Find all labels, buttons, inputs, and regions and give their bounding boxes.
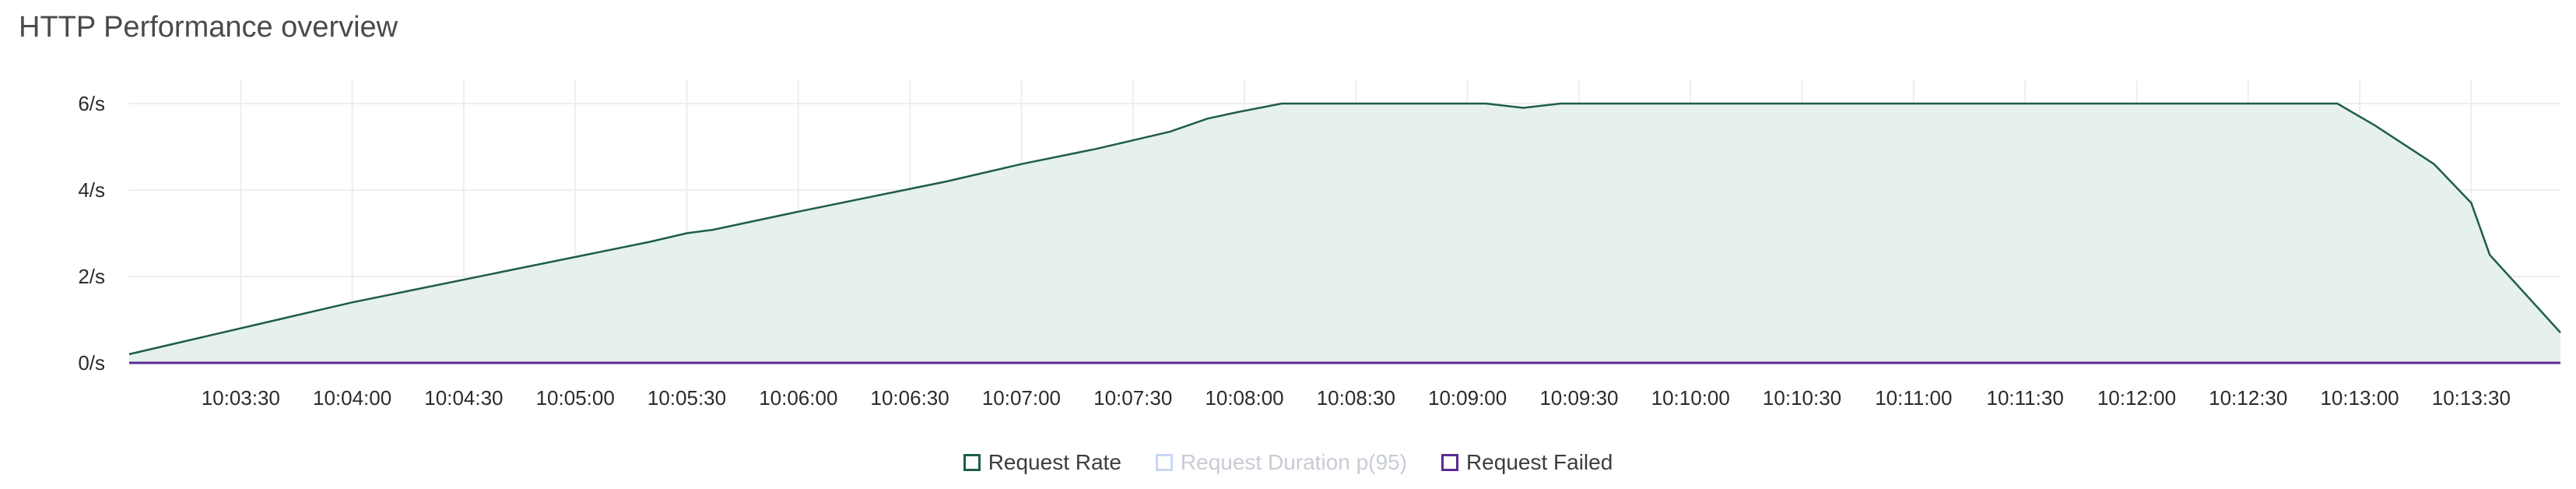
x-tick-label: 10:07:30 xyxy=(1093,386,1172,410)
http-performance-chart: 10:03:30 10:04:00 10:04:30 10:05:00 10:05:30… xyxy=(78,80,2561,410)
x-tick-label: 10:13:30 xyxy=(2432,386,2511,410)
x-tick-label: 10:12:30 xyxy=(2209,386,2287,410)
x-tick-label: 10:09:30 xyxy=(1539,386,1618,410)
y-tick-label: 6/s xyxy=(78,92,105,115)
x-tick-label: 10:05:00 xyxy=(536,386,615,410)
x-tick-label: 10:05:30 xyxy=(648,386,726,410)
x-tick-label: 10:11:30 xyxy=(1987,386,2064,410)
x-tick-label: 10:08:30 xyxy=(1317,386,1395,410)
x-tick-label: 10:04:00 xyxy=(313,386,391,410)
legend-item-request-rate[interactable]: Request Rate xyxy=(963,450,1121,475)
legend-label-request-failed: Request Failed xyxy=(1465,450,1613,474)
legend-swatch-request-failed xyxy=(1441,454,1458,471)
x-tick-label: 10:10:30 xyxy=(1763,386,1841,410)
x-tick-label: 10:12:00 xyxy=(2097,386,2176,410)
chart-legend: Request Rate Request Duration p(95) Requ… xyxy=(0,450,2576,475)
x-tick-label: 10:08:00 xyxy=(1205,386,1283,410)
legend-item-request-failed[interactable]: Request Failed xyxy=(1441,450,1613,475)
x-tick-label: 10:03:30 xyxy=(202,386,280,410)
y-tick-label: 0/s xyxy=(78,351,105,375)
legend-swatch-request-rate xyxy=(963,454,981,471)
x-tick-label: 10:06:00 xyxy=(759,386,837,410)
y-tick-label: 2/s xyxy=(78,265,105,288)
y-tick-label: 4/s xyxy=(78,178,105,202)
request-rate-line xyxy=(128,102,2561,356)
legend-item-request-duration[interactable]: Request Duration p(95) xyxy=(1155,450,1407,475)
legend-label-request-rate: Request Rate xyxy=(988,450,1121,474)
x-tick-label: 10:06:30 xyxy=(871,386,949,410)
x-tick-label: 10:07:00 xyxy=(982,386,1061,410)
x-tick-label: 10:04:30 xyxy=(424,386,503,410)
x-tick-label: 10:10:00 xyxy=(1651,386,1730,410)
x-tick-label: 10:13:00 xyxy=(2320,386,2399,410)
request-rate-area xyxy=(129,104,2560,363)
x-tick-label: 10:09:00 xyxy=(1428,386,1507,410)
x-tick-label: 10:11:00 xyxy=(1875,386,1952,410)
legend-swatch-request-duration xyxy=(1155,454,1173,471)
legend-label-request-duration: Request Duration p(95) xyxy=(1180,450,1407,474)
chart-title: HTTP Performance overview xyxy=(19,11,398,44)
